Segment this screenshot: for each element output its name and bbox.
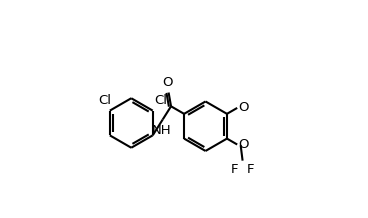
- Text: O: O: [238, 101, 248, 114]
- Text: NH: NH: [152, 124, 171, 137]
- Text: O: O: [238, 138, 248, 151]
- Text: Cl: Cl: [98, 94, 111, 107]
- Text: Cl: Cl: [155, 94, 167, 107]
- Text: F: F: [247, 163, 255, 176]
- Text: O: O: [163, 76, 173, 89]
- Text: F: F: [231, 163, 238, 176]
